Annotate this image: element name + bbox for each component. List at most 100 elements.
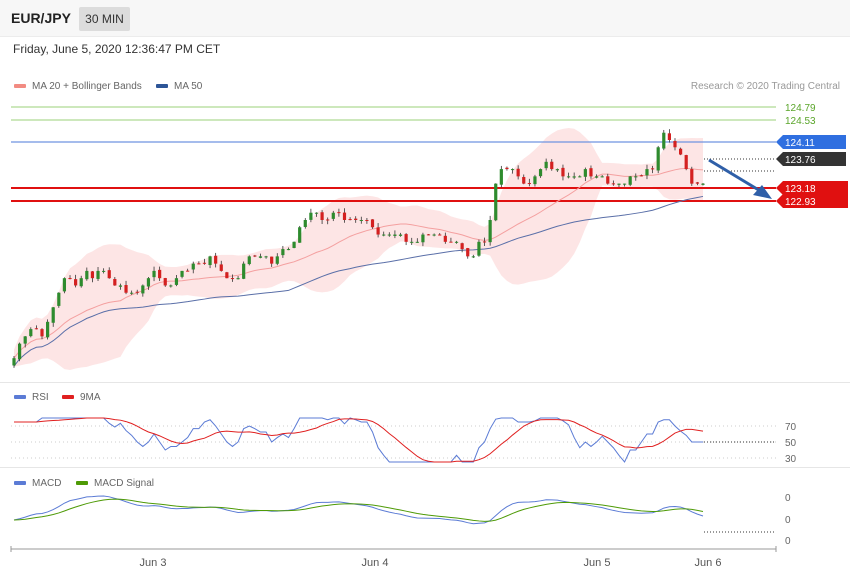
ma9-legend-label: 9MA	[80, 392, 101, 403]
candle	[197, 261, 201, 265]
panel-divider-macd	[0, 467, 850, 468]
legend-9ma: 9MA	[62, 392, 101, 403]
price-levels	[11, 106, 776, 202]
candle	[298, 225, 302, 243]
candle	[23, 336, 27, 348]
candle	[393, 230, 397, 239]
candle	[40, 328, 44, 340]
candle	[130, 290, 134, 295]
candle	[600, 175, 604, 178]
candle	[466, 247, 470, 259]
candle	[219, 260, 223, 272]
macd-signal-swatch	[76, 481, 88, 486]
candle	[180, 270, 184, 279]
candle	[415, 238, 419, 243]
candle	[365, 218, 369, 224]
macd-tick-bottom: 0	[785, 536, 791, 547]
macd-swatch	[14, 481, 26, 486]
candle	[90, 270, 95, 283]
macd-signal-line	[13, 498, 704, 522]
candle	[68, 275, 72, 280]
symbol-title: EUR/JPY	[11, 10, 71, 26]
candle	[572, 172, 576, 180]
candle	[163, 277, 167, 287]
ma50-line	[13, 195, 704, 367]
macd-legend-label: MACD	[32, 478, 62, 489]
panel-divider-rsi	[0, 382, 850, 383]
rsi-tick-50: 50	[785, 438, 797, 449]
price-label-s1: 123.18	[776, 181, 848, 195]
rsi-tick-70: 70	[785, 422, 797, 433]
candle	[460, 242, 464, 253]
datetime-label: Friday, June 5, 2020 12:36:47 PM CET	[13, 42, 221, 56]
rsi-9ma-line	[14, 417, 704, 463]
legend-ma20: MA 20 + Bollinger Bands	[14, 81, 142, 92]
candle	[510, 168, 515, 174]
candle	[158, 266, 162, 281]
candle	[650, 165, 655, 174]
ma20-legend-label: MA 20 + Bollinger Bands	[32, 81, 142, 92]
moving-averages	[13, 167, 704, 367]
candle	[337, 208, 341, 217]
candle	[628, 175, 632, 187]
candle	[152, 266, 156, 282]
price-label-r1: 124.53	[785, 116, 816, 127]
candle	[578, 175, 582, 178]
candle	[169, 284, 173, 288]
candle	[667, 129, 671, 143]
candle	[46, 319, 50, 340]
candle	[589, 165, 593, 179]
legend-ma50: MA 50	[156, 81, 202, 92]
candle	[398, 232, 403, 237]
candle	[443, 232, 447, 244]
candle	[124, 280, 128, 295]
candle	[432, 233, 436, 237]
candle	[533, 174, 537, 187]
candle	[174, 274, 179, 287]
candle	[253, 254, 257, 258]
rsi-line	[14, 417, 703, 463]
x-label-jun3: Jun 3	[140, 557, 167, 569]
candle	[594, 174, 599, 179]
candle	[499, 165, 503, 188]
x-axis: Jun 3 Jun 4 Jun 5 Jun 6	[10, 546, 777, 569]
ma9-swatch	[62, 395, 74, 400]
candle	[527, 178, 531, 187]
candle	[611, 180, 615, 186]
svg-text:122.93: 122.93	[785, 197, 816, 208]
candle	[438, 233, 442, 236]
candle	[96, 267, 100, 281]
rsi-panel: 70 50 30	[11, 417, 797, 465]
candle	[146, 277, 151, 290]
candle	[51, 307, 55, 327]
macd-panel: 0 0 0	[13, 493, 791, 547]
candle	[494, 183, 498, 222]
candle	[639, 174, 643, 177]
candle	[79, 275, 83, 288]
legend-macd: MACD	[14, 478, 61, 489]
candle	[421, 232, 425, 247]
price-label-last: 123.76	[776, 152, 846, 166]
candle	[449, 237, 453, 243]
candle	[107, 267, 111, 279]
candle	[309, 208, 313, 223]
candle	[678, 147, 683, 156]
macd-tick-top: 0	[785, 493, 791, 504]
candle	[544, 158, 548, 171]
candle	[684, 154, 688, 171]
macd-line	[13, 495, 704, 525]
timeframe-button[interactable]: 30 MIN	[79, 7, 130, 31]
candle	[695, 181, 699, 186]
svg-text:124.53: 124.53	[785, 116, 816, 127]
candle	[522, 174, 526, 185]
candle	[230, 274, 235, 282]
candle	[29, 327, 33, 338]
candle	[566, 172, 571, 179]
candle	[701, 183, 705, 186]
candle	[561, 164, 565, 181]
x-label-jun5: Jun 5	[584, 557, 611, 569]
candle	[118, 283, 123, 290]
candle	[656, 145, 660, 174]
candle	[191, 261, 195, 274]
